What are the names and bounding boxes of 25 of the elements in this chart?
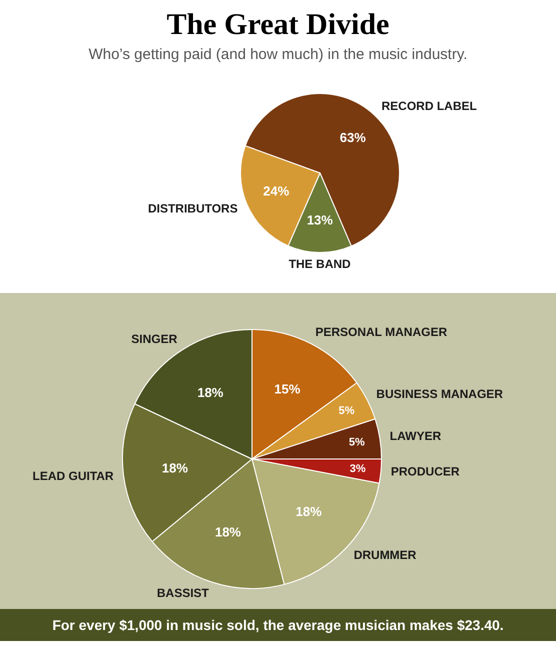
chart-subtitle: Who’s getting paid (and how much) in the music industry. (88, 46, 468, 63)
slice-label: DRUMMER (354, 548, 417, 562)
data-label: 13% (306, 212, 334, 228)
data-label: 18% (214, 524, 242, 540)
data-label: 5% (348, 436, 366, 448)
slice-label: BASSIST (156, 586, 210, 600)
chart-title: The Great Divide (166, 7, 390, 42)
slice-label: LAWYER (390, 429, 442, 444)
data-label: 24% (263, 183, 290, 198)
slice-label: DISTRIBUTORS (148, 201, 238, 216)
data-label: 18% (197, 384, 224, 400)
slice-label: BUSINESS MANAGER (376, 387, 504, 402)
data-label: 15% (274, 381, 301, 396)
slice-label: PERSONAL MANAGER (315, 325, 448, 340)
slice-label: LEAD GUITAR (32, 469, 114, 484)
slice-label: PRODUCER (390, 464, 460, 479)
data-label: 5% (338, 404, 355, 417)
data-label: 3% (350, 463, 366, 476)
data-label: 18% (296, 504, 322, 519)
data-label: 18% (162, 460, 188, 476)
slice-label: SINGER (131, 332, 178, 346)
slice-label: THE BAND (288, 256, 352, 271)
text: For every $1,000 in music sold, the average musician makes $23.40. (0, 609, 556, 641)
slice-label: RECORD LABEL (381, 98, 477, 113)
data-label: 63% (340, 130, 366, 145)
